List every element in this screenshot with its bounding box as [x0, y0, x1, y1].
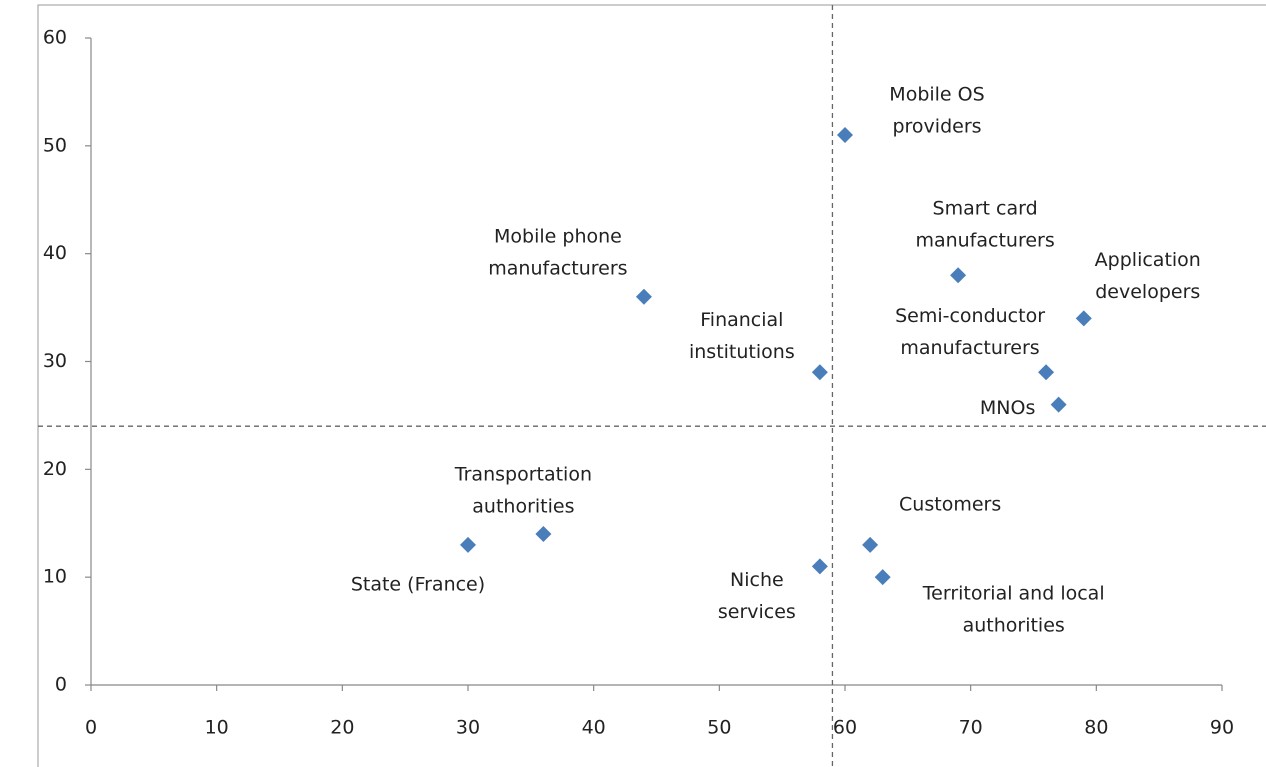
- x-tick-label: 10: [205, 717, 229, 739]
- y-tick-label: 50: [43, 134, 67, 156]
- point: [874, 569, 891, 586]
- x-tick-label: 60: [833, 717, 857, 739]
- point: [837, 127, 853, 144]
- point: [862, 536, 879, 553]
- x-tick-label: 40: [582, 717, 606, 739]
- y-tick-label: 40: [43, 242, 67, 264]
- x-tick-label: 0: [85, 717, 97, 739]
- point-label: developers: [1095, 281, 1200, 303]
- point: [1050, 396, 1067, 413]
- y-tick-label: 60: [43, 27, 67, 49]
- point-label: institutions: [689, 341, 795, 363]
- point-label: Territorial and local: [922, 583, 1105, 605]
- point: [811, 364, 828, 381]
- point-label: services: [718, 601, 796, 623]
- x-tick-label: 80: [1084, 717, 1108, 739]
- y-tick-label: 30: [43, 350, 67, 372]
- point: [460, 536, 476, 553]
- y-tick-label: 10: [43, 566, 67, 588]
- point-label: Smart card: [933, 198, 1038, 220]
- point-label: providers: [892, 116, 981, 138]
- point-label: Application: [1095, 249, 1201, 271]
- point-label: Mobile phone: [494, 225, 622, 247]
- x-tick-label: 70: [959, 717, 983, 739]
- x-tick-label: 30: [456, 717, 480, 739]
- point-label: manufacturers: [900, 337, 1039, 359]
- x-tick-label: 50: [707, 717, 731, 739]
- point-label: manufacturers: [488, 257, 627, 279]
- x-tick-label: 20: [330, 717, 354, 739]
- point: [535, 526, 552, 543]
- point-label: manufacturers: [915, 230, 1054, 252]
- point: [811, 558, 828, 575]
- point: [1038, 364, 1055, 381]
- point: [635, 288, 652, 305]
- frame: [37, 4, 1266, 767]
- point-label: MNOs: [980, 397, 1035, 419]
- point: [950, 267, 967, 284]
- point-label: Customers: [899, 493, 1001, 515]
- point-label: authorities: [963, 615, 1065, 637]
- point-label: Mobile OS: [889, 84, 984, 106]
- point-label: Niche: [730, 569, 784, 591]
- point-label: Financial: [700, 309, 783, 331]
- point-label: Semi-conductor: [895, 305, 1045, 327]
- point-label: State (France): [351, 573, 485, 595]
- x-tick-label: 90: [1210, 717, 1234, 739]
- point-label: authorities: [472, 496, 574, 518]
- point-label: Transportation: [454, 464, 592, 486]
- y-tick-label: 20: [43, 458, 67, 480]
- y-tick-label: 0: [55, 674, 67, 696]
- point: [1075, 310, 1092, 327]
